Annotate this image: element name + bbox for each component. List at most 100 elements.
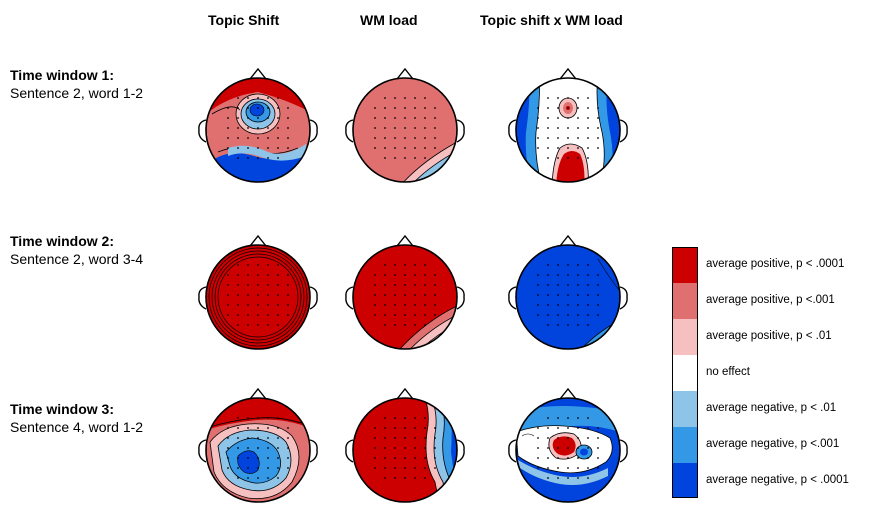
electrode-dot	[587, 324, 589, 326]
electrode-dot	[537, 284, 539, 286]
electrode-dot	[247, 314, 249, 316]
electrode-dot	[557, 457, 559, 459]
electrode-dot	[384, 117, 386, 119]
electrode-dot	[257, 147, 259, 149]
legend-border	[672, 247, 698, 498]
electrode-dot	[277, 137, 279, 139]
electrode-dot	[247, 437, 249, 439]
electrode-dot	[277, 457, 279, 459]
electrode-dot	[237, 467, 239, 469]
electrode-dot	[597, 137, 599, 139]
row-label-window-1: Time window 1: Sentence 2, word 1-2	[10, 66, 143, 102]
row-subtitle: Sentence 2, word 3-4	[10, 251, 144, 267]
electrode-dot	[394, 157, 396, 159]
electrode-dot	[587, 107, 589, 109]
electrode-dot	[257, 117, 259, 119]
electrode-dot	[547, 107, 549, 109]
electrode-dot	[597, 294, 599, 296]
electrode-dot	[394, 324, 396, 326]
electrode-dot	[247, 137, 249, 139]
electrode-dot	[557, 147, 559, 149]
electrode-dot	[384, 274, 386, 276]
significance-legend: average positive, p < .0001 average posi…	[656, 243, 871, 498]
electrode-dot	[384, 127, 386, 129]
electrode-dot	[547, 157, 549, 159]
electrode-dot	[557, 274, 559, 276]
electrode-dot	[277, 127, 279, 129]
electrode-dot	[557, 467, 559, 469]
electrode-dot	[424, 147, 426, 149]
electrode-dot	[414, 264, 416, 266]
electrode-dot	[257, 447, 259, 449]
electrode-dot	[587, 117, 589, 119]
electrode-dot	[247, 107, 249, 109]
topomap-window1-topic-shift	[188, 52, 328, 186]
electrode-dot	[237, 284, 239, 286]
electrode-dot	[374, 314, 376, 316]
electrode-dot	[547, 427, 549, 429]
column-header-wm-load: WM load	[360, 12, 418, 28]
electrode-dot	[414, 147, 416, 149]
electrode-dot	[557, 294, 559, 296]
electrode-dot	[537, 427, 539, 429]
electrode-dot	[567, 304, 569, 306]
electrode-dot	[404, 137, 406, 139]
electrode-dot	[424, 157, 426, 159]
electrode-dot	[227, 127, 229, 129]
electrode-dot	[597, 284, 599, 286]
electrode-dot	[394, 264, 396, 266]
electrode-dot	[547, 314, 549, 316]
electrode-dot	[537, 304, 539, 306]
electrode-dot	[547, 304, 549, 306]
electrode-dot	[547, 137, 549, 139]
electrode-dot	[374, 107, 376, 109]
electrode-dot	[537, 127, 539, 129]
electrode-dot	[577, 294, 579, 296]
electrode-dot	[434, 147, 436, 149]
electrode-dot	[404, 417, 406, 419]
electrode-dot	[434, 447, 436, 449]
electrode-dot	[267, 117, 269, 119]
electrode-dot	[237, 274, 239, 276]
electrode-dots	[537, 264, 599, 326]
electrode-dot	[567, 477, 569, 479]
electrode-dot	[547, 437, 549, 439]
electrode-dot	[557, 417, 559, 419]
electrode-dot	[404, 427, 406, 429]
electrode-dot	[394, 294, 396, 296]
electrode-dot	[394, 107, 396, 109]
electrode-dot	[537, 467, 539, 469]
electrode-dot	[257, 97, 259, 99]
electrode-dot	[414, 447, 416, 449]
electrode-dot	[577, 417, 579, 419]
electrode-dot	[237, 294, 239, 296]
electrode-dot	[227, 457, 229, 459]
electrode-dot	[374, 147, 376, 149]
electrode-dot	[547, 477, 549, 479]
electrode-dot	[424, 284, 426, 286]
electrode-dot	[557, 284, 559, 286]
electrode-dot	[567, 117, 569, 119]
electrode-dot	[537, 457, 539, 459]
electrode-dot	[247, 127, 249, 129]
electrode-dot	[237, 457, 239, 459]
electrode-dot	[267, 314, 269, 316]
electrode-dot	[257, 137, 259, 139]
electrode-dot	[547, 324, 549, 326]
electrode-dot	[424, 137, 426, 139]
electrode-dot	[394, 477, 396, 479]
electrode-dot	[247, 324, 249, 326]
electrode-dot	[287, 127, 289, 129]
electrode-dot	[394, 127, 396, 129]
electrode-dot	[277, 437, 279, 439]
electrode-dot	[597, 314, 599, 316]
electrode-dot	[257, 107, 259, 109]
electrode-dot	[267, 457, 269, 459]
electrode-dot	[587, 477, 589, 479]
electrode-dot	[424, 314, 426, 316]
electrode-dot	[267, 447, 269, 449]
electrode-dot	[547, 97, 549, 99]
electrode-dot	[394, 314, 396, 316]
electrode-dot	[257, 467, 259, 469]
legend-swatch-neg-0001	[672, 463, 698, 498]
